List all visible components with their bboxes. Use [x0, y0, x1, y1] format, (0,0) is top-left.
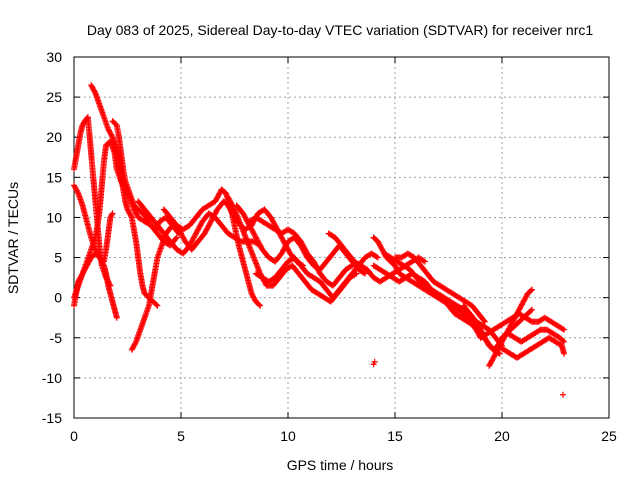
- y-axis-label: SDTVAR / TECUs: [5, 182, 21, 294]
- data-point: [154, 302, 161, 309]
- data-point: [153, 301, 160, 308]
- data-point: [371, 358, 378, 365]
- data-point: [74, 189, 81, 196]
- data-point: [257, 302, 264, 309]
- y-tick-label: 0: [54, 290, 62, 306]
- data-point: [527, 307, 534, 314]
- plot-frame: [73, 56, 610, 419]
- data-point: [480, 317, 487, 324]
- x-axis-label: GPS time / hours: [287, 457, 394, 473]
- data-point: [373, 253, 380, 260]
- y-tick-label: -15: [42, 410, 62, 426]
- data-point: [374, 254, 381, 261]
- data-point: [347, 263, 354, 270]
- data-point: [528, 306, 535, 313]
- data-point: [173, 234, 180, 241]
- x-tick-label: 20: [494, 428, 510, 444]
- y-tick-label: 10: [46, 209, 62, 225]
- data-point: [559, 325, 566, 332]
- data-point: [113, 314, 120, 321]
- x-tick-label: 0: [70, 428, 78, 444]
- data-point: [108, 211, 115, 218]
- y-tick-label: 30: [46, 49, 62, 65]
- data-points: [71, 82, 568, 398]
- data-point: [132, 340, 139, 347]
- chart-title: Day 083 of 2025, Sidereal Day-to-day VTE…: [87, 22, 593, 38]
- y-tick-label: 20: [46, 129, 62, 145]
- x-tick-label: 10: [280, 428, 296, 444]
- grid: [74, 57, 609, 418]
- y-tick-label: 5: [54, 250, 62, 266]
- data-point: [561, 338, 568, 345]
- data-point: [559, 391, 566, 398]
- data-point: [421, 258, 428, 265]
- data-point: [559, 337, 566, 344]
- x-tick-label: 25: [601, 428, 617, 444]
- data-point: [172, 235, 179, 242]
- data-point: [561, 326, 568, 333]
- y-tick-label: -5: [50, 330, 63, 346]
- axis-ticks: 0 5 10 15 20 25 -15 -10 -5 0 5 10 15 20 25 30: [42, 49, 617, 444]
- y-tick-label: -10: [42, 370, 62, 386]
- data-point: [108, 132, 115, 139]
- x-tick-label: 5: [177, 428, 185, 444]
- data-point: [528, 286, 535, 293]
- data-point: [561, 350, 568, 357]
- data-point: [91, 88, 98, 95]
- data-point: [360, 269, 367, 276]
- data-point: [349, 262, 356, 269]
- data-point: [109, 210, 116, 217]
- data-point: [481, 318, 488, 325]
- data-point: [128, 213, 135, 220]
- y-tick-label: 15: [46, 169, 62, 185]
- data-point: [420, 257, 427, 264]
- y-tick-label: 25: [46, 89, 62, 105]
- x-tick-label: 15: [387, 428, 403, 444]
- data-point: [100, 261, 107, 268]
- data-point: [256, 301, 263, 308]
- data-point: [527, 287, 534, 294]
